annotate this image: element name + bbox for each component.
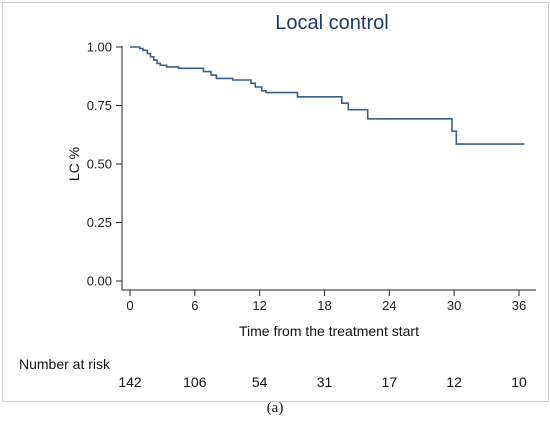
survival-curve (130, 46, 525, 145)
x-tick-label: 30 (447, 298, 461, 313)
risk-table-values: 142 106 54 31 17 12 10 (118, 374, 527, 390)
risk-value: 106 (183, 374, 207, 390)
x-tick-label: 24 (382, 298, 396, 313)
x-axis-label: Time from the treatment start (239, 323, 419, 339)
risk-table-label: Number at risk (19, 356, 111, 372)
y-axis-label: LC % (66, 147, 82, 181)
x-tick-label: 18 (317, 298, 331, 313)
risk-value: 10 (511, 374, 527, 390)
x-ticks: 0 6 12 18 24 30 36 (126, 290, 526, 313)
y-ticks: 0.00 0.25 0.50 0.75 1.00 (87, 40, 122, 289)
figure-frame (2, 2, 549, 402)
series-layer (130, 46, 525, 145)
risk-value: 17 (382, 374, 398, 390)
risk-value: 31 (317, 374, 333, 390)
y-tick-label: 0.00 (87, 274, 112, 289)
x-tick-label: 0 (126, 298, 133, 313)
y-tick-label: 1.00 (87, 40, 112, 55)
risk-value: 54 (252, 374, 268, 390)
x-tick-label: 6 (191, 298, 198, 313)
risk-value: 12 (446, 374, 462, 390)
y-tick-label: 0.25 (87, 215, 112, 230)
y-tick-label: 0.50 (87, 157, 112, 172)
figure-caption: (a) (267, 400, 284, 416)
chart-title: Local control (275, 12, 388, 34)
x-tick-label: 12 (252, 298, 266, 313)
y-tick-label: 0.75 (87, 98, 112, 113)
x-tick-label: 36 (512, 298, 526, 313)
risk-value: 142 (118, 374, 142, 390)
